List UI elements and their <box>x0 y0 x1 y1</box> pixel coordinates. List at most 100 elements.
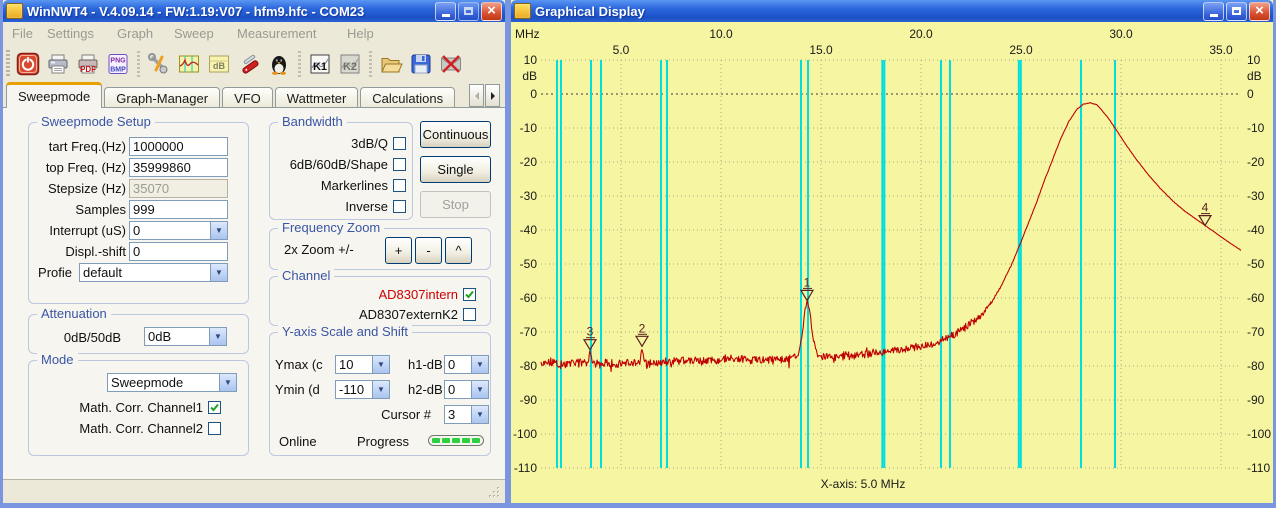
tab-wattmeter[interactable]: Wattmeter <box>274 87 359 108</box>
menu-measurement[interactable]: Measurement <box>237 26 317 41</box>
marker-4[interactable]: 4 <box>1197 201 1213 227</box>
mode-select[interactable]: Sweepmode ▼ <box>107 373 237 392</box>
zoom-plus-button[interactable]: + <box>385 237 412 264</box>
ad8307intern-checkbox[interactable] <box>463 287 476 301</box>
toolbar-handle[interactable] <box>6 50 10 78</box>
graph-display-icon[interactable] <box>176 51 202 77</box>
h2-db-select[interactable]: 0 ▼ <box>444 380 489 399</box>
power-off-icon[interactable] <box>15 51 41 77</box>
settings-tools-icon[interactable] <box>146 51 172 77</box>
main-titlebar[interactable]: WinNWT4 - V.4.09.14 - FW:1.19:V07 - hfm9… <box>3 0 505 22</box>
attenuation-select[interactable]: 0dB ▼ <box>144 327 227 346</box>
3db-q-checkbox[interactable] <box>393 136 406 150</box>
profile-select[interactable]: default ▼ <box>79 263 228 282</box>
marker-3[interactable]: 3 <box>582 325 598 351</box>
tab-graph-manager[interactable]: Graph-Manager <box>104 87 221 108</box>
samples-input[interactable] <box>129 200 228 219</box>
print-pdf-icon[interactable]: PDF <box>75 51 101 77</box>
dropdown-arrow-icon: ▼ <box>372 356 389 373</box>
svg-text:20.0: 20.0 <box>909 27 933 41</box>
app-icon <box>6 3 23 19</box>
ad8307intern-label: AD8307intern <box>378 286 459 302</box>
svg-text:1: 1 <box>804 275 811 289</box>
svg-text:PNG: PNG <box>110 58 126 65</box>
channel-k1-icon[interactable]: K1 <box>307 51 333 77</box>
svg-text:K2: K2 <box>343 61 357 73</box>
ymax-select[interactable]: 10 ▼ <box>335 355 390 374</box>
db-scale-icon[interactable]: dB <box>206 51 232 77</box>
resize-grip-icon[interactable] <box>487 485 501 499</box>
tab-scroll-left-icon[interactable] <box>469 84 484 107</box>
frequency-zoom-group: Frequency Zoom 2x Zoom +/- + - ^ <box>269 220 491 270</box>
svg-text:PDF: PDF <box>80 65 96 74</box>
displ-shift-input[interactable] <box>129 242 228 261</box>
menu-sweep[interactable]: Sweep <box>174 26 214 41</box>
maximize-button[interactable] <box>1226 1 1247 21</box>
marker-2[interactable]: 2 <box>634 321 650 348</box>
stepsize-input <box>129 179 228 198</box>
group-title: Attenuation <box>37 306 111 321</box>
print-icon[interactable] <box>45 51 71 77</box>
markerlines-label: Markerlines <box>320 177 388 193</box>
math-corr-channel1-checkbox[interactable] <box>208 400 221 414</box>
graph-titlebar[interactable]: Graphical Display × <box>511 0 1273 22</box>
svg-text:15.0: 15.0 <box>809 43 833 57</box>
menu-help[interactable]: Help <box>347 26 374 41</box>
cursor-select[interactable]: 3 ▼ <box>444 405 489 424</box>
svg-text:-20: -20 <box>520 155 538 169</box>
tools-knife-icon[interactable] <box>236 51 262 77</box>
ymin-select[interactable]: -110 ▼ <box>335 380 390 399</box>
interrupt-select[interactable]: 0 ▼ <box>129 221 228 240</box>
menu-file[interactable]: File <box>12 26 33 41</box>
ad8307externk2-checkbox[interactable] <box>463 307 476 321</box>
3db-q-row: 3dB/Q <box>270 135 406 151</box>
single-button[interactable]: Single <box>420 156 491 183</box>
svg-text:0: 0 <box>1247 87 1254 101</box>
svg-text:0: 0 <box>530 87 537 101</box>
channel-group: Channel AD8307intern AD8307externK2 <box>269 268 491 326</box>
channel-k2-icon[interactable]: K2 <box>337 51 363 77</box>
maximize-button[interactable] <box>458 1 479 21</box>
continuous-button[interactable]: Continuous <box>420 121 491 148</box>
zoom-caret-button[interactable]: ^ <box>445 237 472 264</box>
markerlines-checkbox[interactable] <box>393 178 406 192</box>
svg-text:4: 4 <box>1202 201 1209 215</box>
sweepmode-setup-group: Sweepmode Setup tart Freq.(Hz) top Freq. … <box>28 114 249 304</box>
minimize-button[interactable] <box>1203 1 1224 21</box>
save-file-icon[interactable] <box>408 51 434 77</box>
stop-freq-input[interactable] <box>129 158 228 177</box>
linux-tux-icon[interactable] <box>266 51 292 77</box>
math-corr-channel2-checkbox[interactable] <box>208 421 221 435</box>
samples-label: Samples <box>75 202 126 217</box>
minimize-button[interactable] <box>435 1 456 21</box>
close-connection-icon[interactable] <box>438 51 464 77</box>
tab-calculations[interactable]: Calculations <box>360 87 456 108</box>
export-image-icon[interactable]: PNG BMP <box>105 51 131 77</box>
start-freq-input[interactable] <box>129 137 228 156</box>
h1-db-select[interactable]: 0 ▼ <box>444 355 489 374</box>
svg-text:-40: -40 <box>1247 223 1265 237</box>
statusbar <box>3 479 505 503</box>
menu-settings[interactable]: Settings <box>47 26 94 41</box>
app-icon <box>514 3 531 19</box>
6db-60db-shape-checkbox[interactable] <box>393 157 406 171</box>
tab-vfo[interactable]: VFO <box>222 87 273 108</box>
math-corr-channel1-label: Math. Corr. Channel1 <box>79 399 203 415</box>
winnwt4-main-window: WinNWT4 - V.4.09.14 - FW:1.19:V07 - hfm9… <box>0 0 508 508</box>
close-button[interactable]: × <box>1249 1 1270 21</box>
profile-label: Profie <box>38 265 72 280</box>
ymax-label: Ymax (c <box>275 357 323 372</box>
open-file-icon[interactable] <box>378 51 404 77</box>
svg-text:-50: -50 <box>520 257 538 271</box>
marker-1[interactable]: 1 <box>799 275 815 302</box>
inverse-checkbox[interactable] <box>393 199 406 213</box>
ad8307intern-row: AD8307intern <box>270 286 476 302</box>
svg-text:2: 2 <box>639 321 646 335</box>
sweep-plot: 1 2 3 4 MHz 10.0 20.0 30.0 5.0 15.0 25.0 35.0 10 10 dB… <box>513 27 1271 491</box>
svg-text:5.0: 5.0 <box>613 43 630 57</box>
tab-sweepmode[interactable]: Sweepmode <box>6 82 103 108</box>
tab-scroll-right-icon[interactable] <box>485 84 500 107</box>
menu-graph[interactable]: Graph <box>117 26 154 41</box>
zoom-minus-button[interactable]: - <box>415 237 442 264</box>
close-button[interactable]: × <box>481 1 502 21</box>
